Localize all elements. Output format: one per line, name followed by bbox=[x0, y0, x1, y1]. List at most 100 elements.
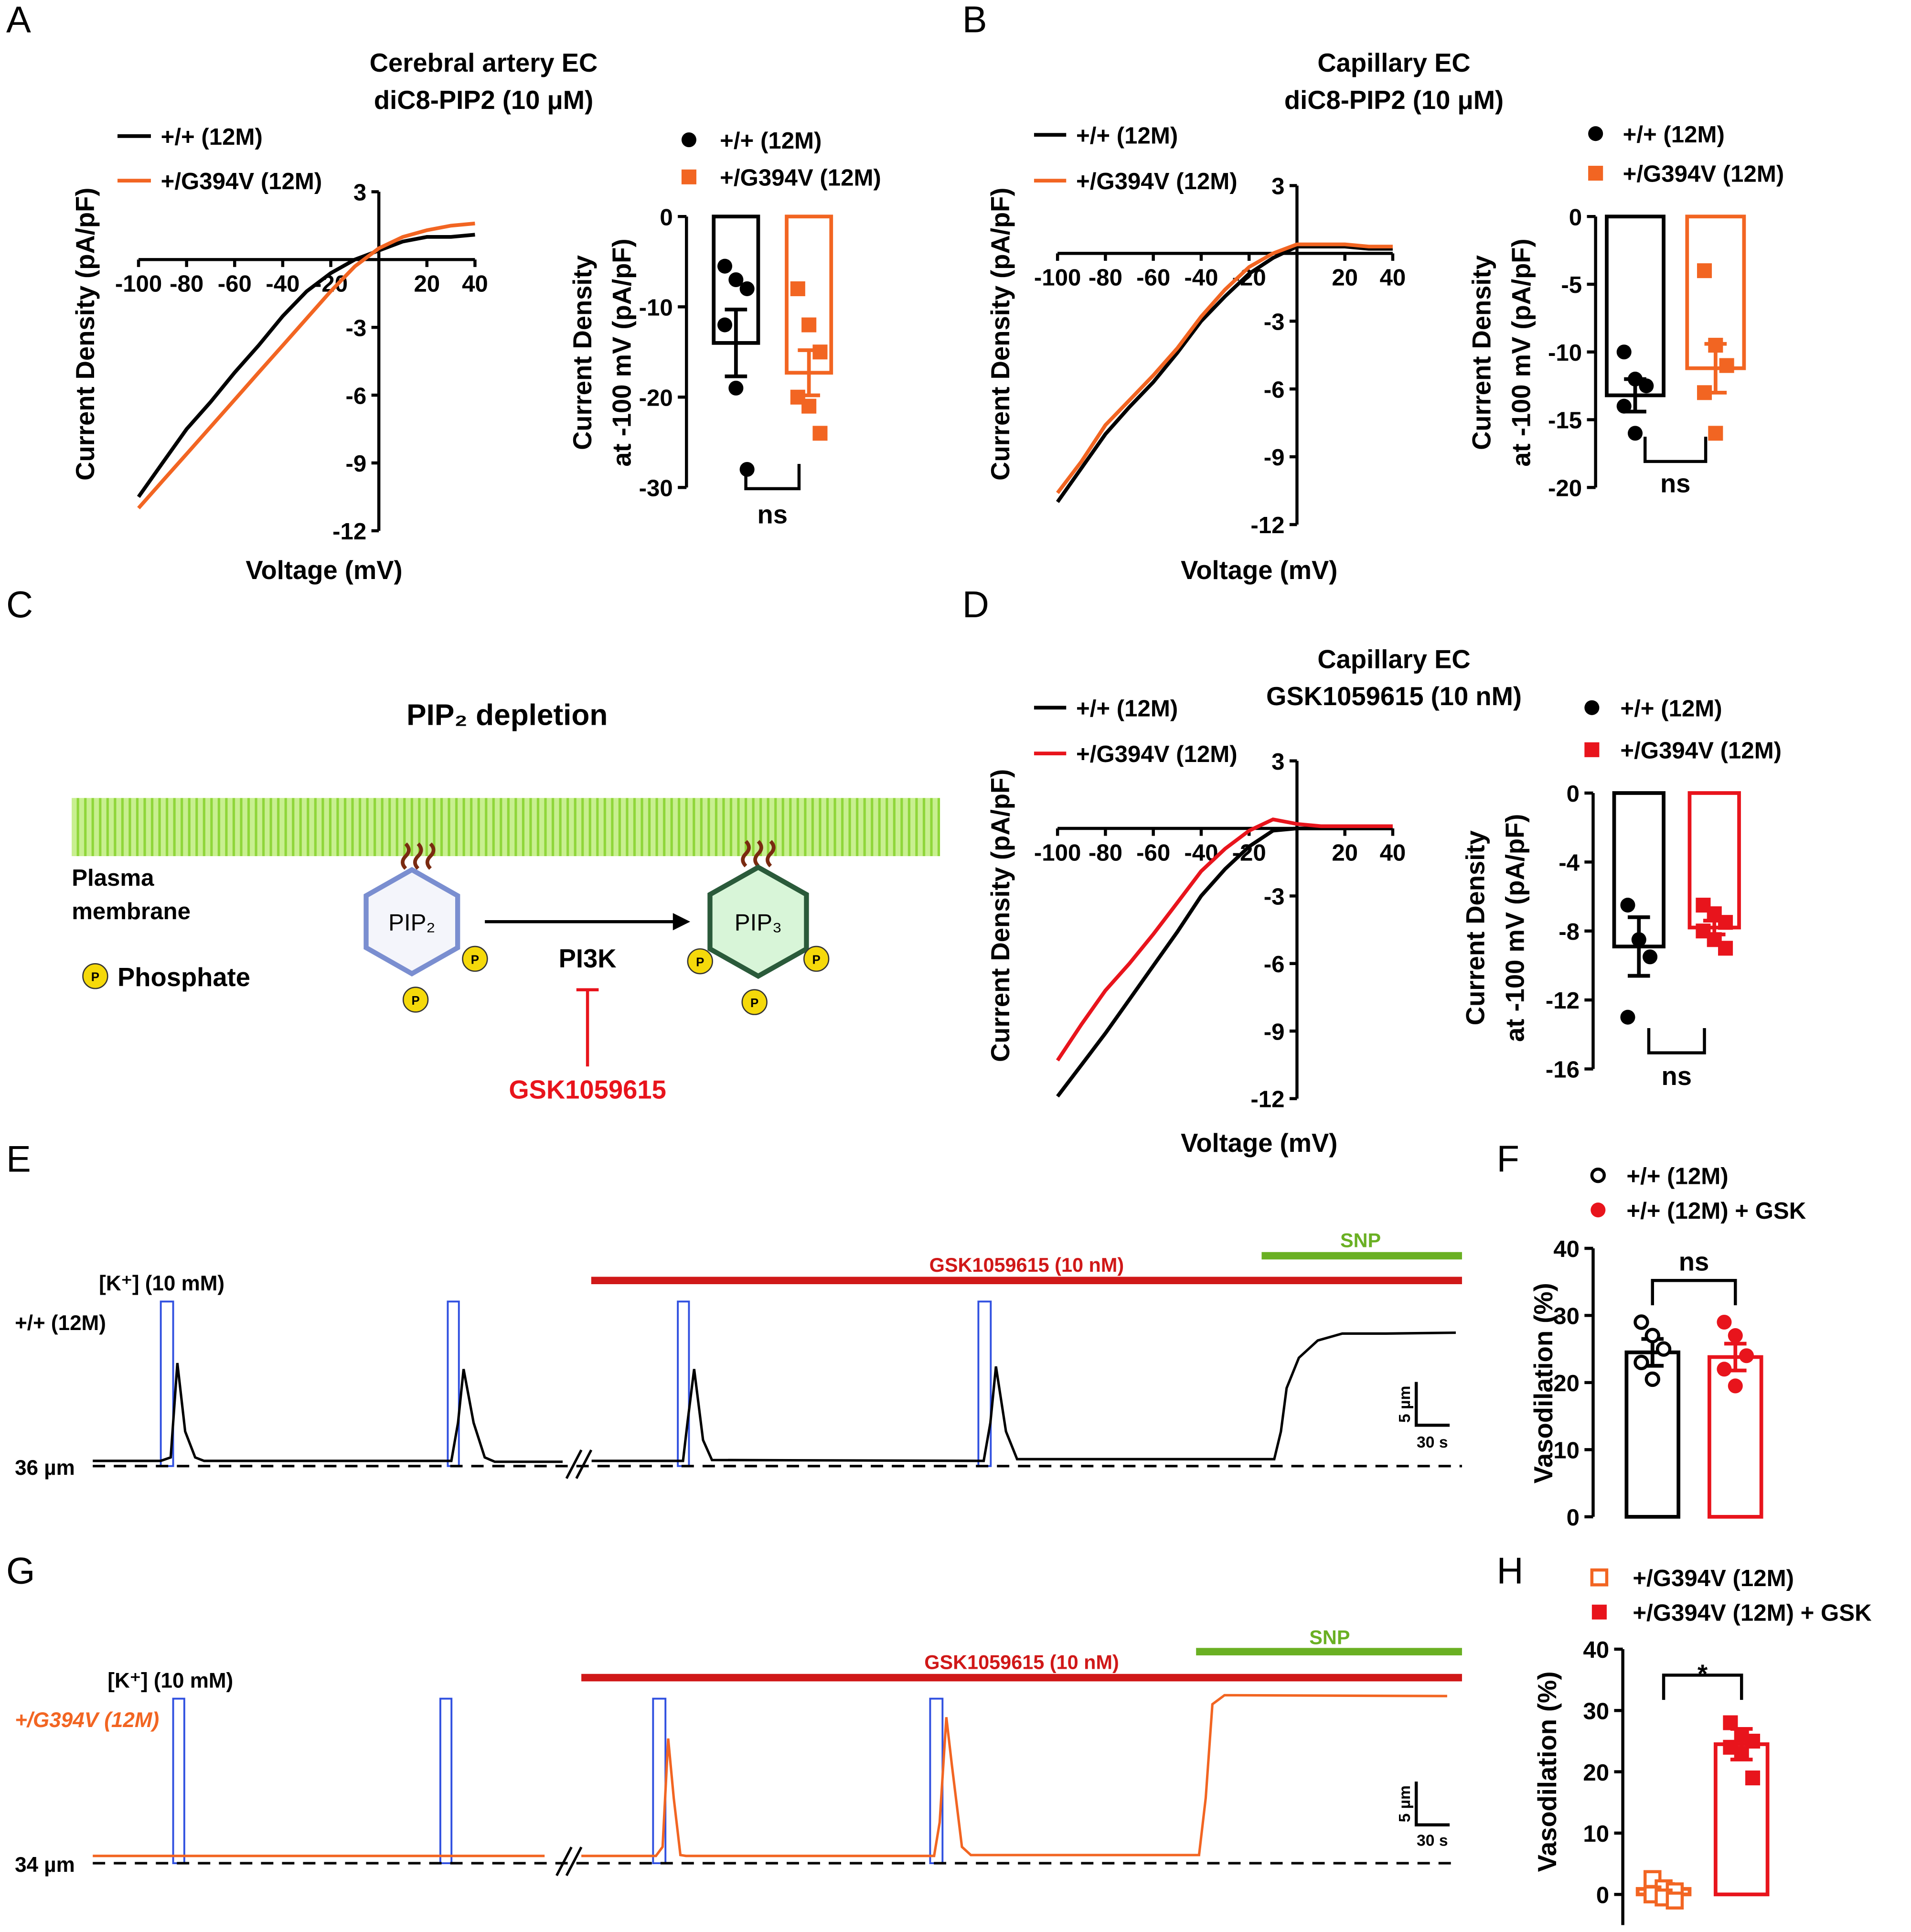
point bbox=[1717, 1314, 1732, 1330]
point bbox=[1665, 1891, 1684, 1910]
panel-label: B bbox=[962, 0, 987, 40]
snp-label: SNP bbox=[1309, 1626, 1350, 1649]
legend-marker bbox=[681, 169, 696, 184]
y-tick-label: 0 bbox=[1567, 781, 1580, 807]
point bbox=[1620, 898, 1635, 913]
treatment-bars bbox=[581, 1252, 1462, 1682]
point bbox=[1728, 1378, 1743, 1394]
row-label: +/+ (12M) bbox=[15, 1311, 106, 1335]
y-tick-label: -3 bbox=[1264, 309, 1285, 335]
legend-label: +/+ (12M) bbox=[1076, 695, 1178, 721]
point bbox=[1718, 915, 1733, 930]
point bbox=[717, 258, 733, 274]
scale-label: 5 µm bbox=[1396, 1386, 1414, 1423]
y-tick-label: -6 bbox=[1264, 951, 1285, 977]
point bbox=[1745, 1770, 1761, 1786]
iv-curve bbox=[1056, 826, 1393, 1098]
point bbox=[728, 272, 744, 288]
scale-bars bbox=[555, 1382, 1450, 1877]
y-tick-label: -10 bbox=[639, 294, 673, 321]
legend-marker bbox=[1591, 1604, 1607, 1620]
x-tick-label: -60 bbox=[1136, 265, 1170, 291]
legend-label: +/+ (12M) bbox=[1620, 695, 1722, 721]
significance-bracket bbox=[1647, 1028, 1706, 1055]
significance-label: ns bbox=[1660, 469, 1690, 498]
phosphate-icon bbox=[741, 989, 768, 1015]
y-tick-label: -9 bbox=[1264, 1019, 1285, 1045]
product-label: PIP₃ bbox=[735, 909, 782, 935]
y-axis-label: Current Density bbox=[1461, 830, 1490, 1025]
point bbox=[1633, 1354, 1649, 1370]
iv-curve bbox=[1056, 242, 1393, 494]
point bbox=[717, 317, 733, 333]
legend-label: +/G394V (12M) bbox=[1623, 161, 1784, 187]
stimulus-label: [K⁺] (10 mM) bbox=[99, 1272, 224, 1295]
legend-label: +/+ (12M) bbox=[1626, 1163, 1728, 1189]
stimulus-boxes bbox=[160, 1300, 992, 1864]
y-tick-label: -20 bbox=[1548, 475, 1582, 501]
snp-label: SNP bbox=[1340, 1229, 1381, 1251]
point bbox=[1644, 1371, 1660, 1387]
membrane-label: Plasma bbox=[72, 865, 154, 891]
chart-title: Cerebral artery EC bbox=[370, 48, 598, 77]
y-tick-label: -4 bbox=[1559, 849, 1580, 876]
point bbox=[812, 426, 828, 441]
y-tick-label: -6 bbox=[1264, 376, 1285, 403]
chart-title: Capillary EC bbox=[1317, 48, 1470, 77]
y-tick-label: 30 bbox=[1553, 1303, 1580, 1330]
membrane-label: membrane bbox=[72, 898, 191, 924]
y-tick-label: -30 bbox=[639, 475, 673, 501]
point bbox=[1734, 1746, 1749, 1761]
legend-label: +/G394V (12M) + GSK bbox=[1633, 1599, 1872, 1626]
point bbox=[1639, 378, 1654, 394]
y-tick-label: -9 bbox=[1264, 444, 1285, 471]
legend-label: +/G394V (12M) bbox=[161, 168, 322, 194]
drug-label: GSK1059615 (10 nM) bbox=[929, 1254, 1124, 1276]
scale-label: 30 s bbox=[1417, 1434, 1448, 1451]
y-tick-label: -10 bbox=[1548, 340, 1582, 366]
y-tick-label: 30 bbox=[1583, 1698, 1609, 1724]
y-tick-label: 20 bbox=[1553, 1370, 1580, 1396]
phosphate-symbol: P bbox=[91, 971, 99, 984]
point bbox=[1616, 398, 1632, 414]
substrate-label: PIP₂ bbox=[388, 909, 435, 935]
stimulus-label: [K⁺] (10 mM) bbox=[107, 1669, 233, 1692]
scale-label: 30 s bbox=[1417, 1832, 1448, 1850]
chart-subtitle: GSK1059615 (10 nM) bbox=[1266, 682, 1522, 711]
point bbox=[1627, 371, 1643, 387]
y-tick-label: -12 bbox=[332, 518, 366, 545]
y-tick-label: 3 bbox=[1271, 749, 1284, 775]
point bbox=[1697, 385, 1712, 400]
lipid-tail bbox=[401, 842, 436, 870]
pip2-ring bbox=[363, 867, 460, 977]
y-tick-label: -12 bbox=[1250, 1086, 1284, 1113]
significance-bracket bbox=[1643, 437, 1708, 463]
panel-label: C bbox=[6, 584, 33, 625]
diameter-trace bbox=[93, 1331, 1456, 1463]
phosphate-symbol: P bbox=[471, 953, 479, 966]
y-tick-label: 40 bbox=[1583, 1637, 1609, 1663]
panel-label: D bbox=[962, 584, 989, 625]
legend-label: +/+ (12M) bbox=[161, 124, 263, 150]
arrow-head bbox=[673, 913, 691, 931]
y-tick-label: 0 bbox=[1596, 1882, 1609, 1908]
inhibitor-label: GSK1059615 bbox=[509, 1075, 666, 1105]
legend-label: +/+ (12M) bbox=[1076, 122, 1178, 149]
x-tick-label: -100 bbox=[1034, 839, 1081, 866]
y-tick-label: 20 bbox=[1583, 1760, 1609, 1786]
chart-title: Capillary EC bbox=[1317, 644, 1470, 674]
point bbox=[1697, 263, 1712, 279]
iv-curve bbox=[1056, 817, 1393, 1062]
legend-label: +/G394V (12M) bbox=[1076, 168, 1238, 194]
point bbox=[1718, 941, 1733, 956]
y-tick-label: 3 bbox=[1271, 173, 1284, 200]
phosphate-symbol: P bbox=[696, 956, 704, 969]
legend-marker bbox=[1588, 166, 1603, 181]
significance-label: ns bbox=[1679, 1247, 1709, 1277]
point bbox=[1631, 932, 1646, 947]
y-tick-label: -15 bbox=[1548, 408, 1582, 434]
y-axis-label: Vasodilation (%) bbox=[1529, 1283, 1558, 1483]
point bbox=[790, 281, 805, 296]
legend-marker bbox=[1584, 742, 1600, 757]
